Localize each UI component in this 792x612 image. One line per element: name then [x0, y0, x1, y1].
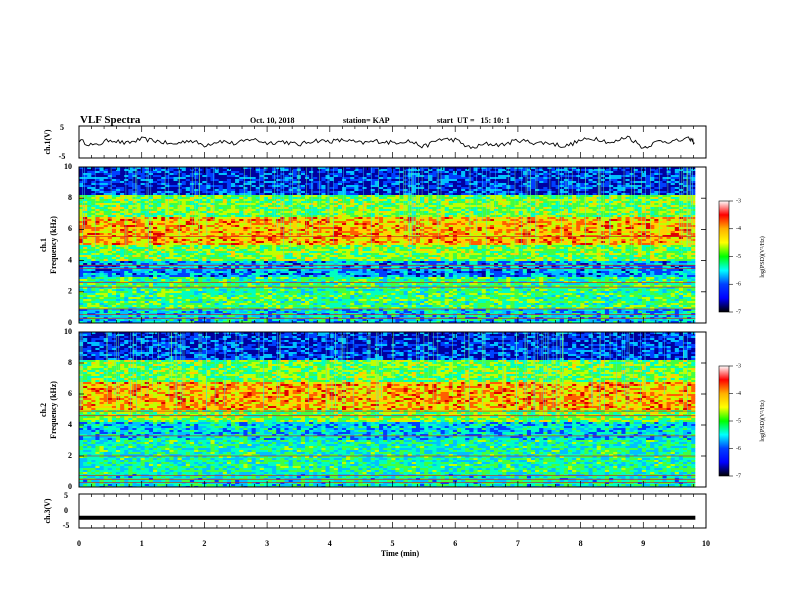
- ch2-spectrogram-image: [79, 332, 696, 487]
- time-tick-label: 2: [202, 539, 206, 548]
- ch2-spectrogram-panel: 0 2 4 6 8 10 ch.2 Frequency (kHz): [39, 327, 707, 491]
- ch2-colorbar-label: log(PSD)(V²/Hz): [759, 400, 766, 441]
- ch3-ytick-bottom: -5: [63, 521, 70, 530]
- spec1-yticks-label: 2: [68, 287, 72, 296]
- spec1-yticks-label: 10: [64, 162, 72, 171]
- time-tick-label: 4: [328, 539, 332, 548]
- ch2-spectrogram-ylabel-channel: ch.2: [39, 403, 48, 417]
- ch1-colorbar-ticks: -3 -4 -5 -6 -7: [729, 198, 741, 315]
- cb2-ticks-label: -5: [736, 418, 741, 424]
- spec1-yticks-label: 0: [68, 318, 72, 327]
- time-axis-label: Time (min): [381, 549, 420, 558]
- ch2-colorbar: -3 -4 -5 -6 -7 log(PSD)(V²/Hz): [718, 363, 766, 479]
- spec1-yticks-label: 8: [68, 193, 72, 202]
- spec2-yticks-label: 4: [68, 420, 72, 429]
- cb2-ticks-label: -7: [736, 473, 741, 479]
- spec1-yticks-label: 6: [68, 224, 72, 233]
- ch1-spectrogram-yticks: 0 2 4 6 8 10: [64, 162, 706, 327]
- time-tick-label: 6: [453, 539, 457, 548]
- ch1-colorbar-scale: [718, 200, 730, 313]
- cb2-ticks-label: -6: [736, 446, 741, 452]
- time-tick-label: 5: [391, 539, 395, 548]
- cb1-ticks-label: -6: [736, 282, 741, 288]
- ch2-colorbar-ticks: -3 -4 -5 -6 -7: [729, 363, 741, 479]
- spec2-yticks-label: 8: [68, 358, 72, 367]
- ch3-ytick-top: 5: [64, 491, 68, 500]
- ch3-ytick-middle: 0: [64, 506, 68, 515]
- ch2-spectrogram-ylabel: Frequency (kHz): [49, 381, 58, 439]
- ch2-colorbar-scale: [718, 365, 730, 477]
- time-axis-ticks: [78, 126, 707, 528]
- figure-title: VLF Spectra: [80, 114, 141, 126]
- cb1-ticks-label: -5: [736, 254, 741, 260]
- start-time-label: start UT = 15: 10: 1: [437, 116, 510, 125]
- ch1-spectrogram-panel: 0 2 4 6 8 10 ch.1 Frequency (kHz): [39, 162, 707, 327]
- time-tick-label: 10: [702, 539, 710, 548]
- cb1-ticks-label: -7: [736, 309, 741, 315]
- ch2-spectrogram-yticks: 0 2 4 6 8 10: [64, 327, 706, 491]
- time-tick-label: 0: [77, 539, 81, 548]
- time-tick-label: 7: [516, 539, 520, 548]
- time-tick-label: 3: [265, 539, 269, 548]
- ch1-colorbar-label: log(PSD)(V²/Hz): [759, 236, 766, 277]
- date-label: Oct. 10, 2018: [250, 116, 294, 125]
- ch1-colorbar: -3 -4 -5 -6 -7 log(PSD)(V²/Hz): [718, 198, 766, 315]
- ch1-ytick-top: 5: [60, 123, 64, 132]
- time-axis-tick-labels: 0 1 2 3 4 5 6 7 8 9 10: [77, 539, 710, 548]
- ch1-waveform-panel: 5 -5 ch.1(V): [43, 123, 707, 161]
- ch1-ytick-bottom: -5: [59, 152, 66, 161]
- time-tick-label: 1: [140, 539, 144, 548]
- spec2-yticks-label: 0: [68, 482, 72, 491]
- cb1-ticks-label: -4: [736, 226, 741, 232]
- ch1-waveform-ylabel: ch.1(V): [43, 129, 52, 154]
- station-label: station= KAP: [343, 116, 390, 125]
- ch1-spectrogram-image: [79, 167, 696, 323]
- ch3-waveform-panel: 5 0 -5 ch.3(V): [43, 491, 707, 530]
- spec1-yticks-label: 4: [68, 255, 72, 264]
- time-tick-label: 8: [579, 539, 583, 548]
- cb2-ticks-label: -3: [736, 363, 741, 369]
- cb1-ticks-label: -3: [736, 198, 741, 204]
- ch1-waveform-line: [78, 135, 695, 150]
- spec2-yticks-label: 10: [64, 327, 72, 336]
- time-tick-label: 9: [641, 539, 645, 548]
- spec2-yticks-label: 6: [68, 389, 72, 398]
- ch1-waveform-line-layer: [78, 135, 695, 150]
- ch1-spectrogram-ylabel-channel: ch.1: [39, 238, 48, 252]
- spec2-yticks-label: 2: [68, 451, 72, 460]
- cb2-ticks-label: -4: [736, 391, 741, 397]
- ch3-waveform-ylabel: ch.3(V): [43, 498, 52, 523]
- ch1-spectrogram-ylabel: Frequency (kHz): [49, 216, 58, 274]
